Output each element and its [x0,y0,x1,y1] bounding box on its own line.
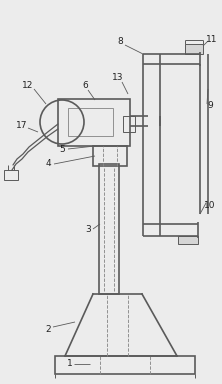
Text: 8: 8 [117,38,123,46]
Bar [58,99,130,146]
Bar [185,44,203,54]
Text: 5: 5 [59,144,65,154]
Text: 9: 9 [207,101,213,111]
Bar [93,146,127,166]
Text: 17: 17 [16,121,28,131]
Text: 2: 2 [45,324,51,333]
Text: 12: 12 [22,81,34,91]
Bar [4,170,18,180]
Bar [55,356,195,374]
Bar [123,116,135,132]
Bar [99,164,119,294]
Text: 11: 11 [206,35,218,43]
Text: 4: 4 [45,159,51,169]
Text: 1: 1 [67,359,73,369]
Text: 10: 10 [204,202,216,210]
Bar [68,108,113,136]
Text: 3: 3 [85,225,91,233]
Text: 6: 6 [82,81,88,91]
Text: 13: 13 [112,73,124,83]
Bar [178,236,198,244]
